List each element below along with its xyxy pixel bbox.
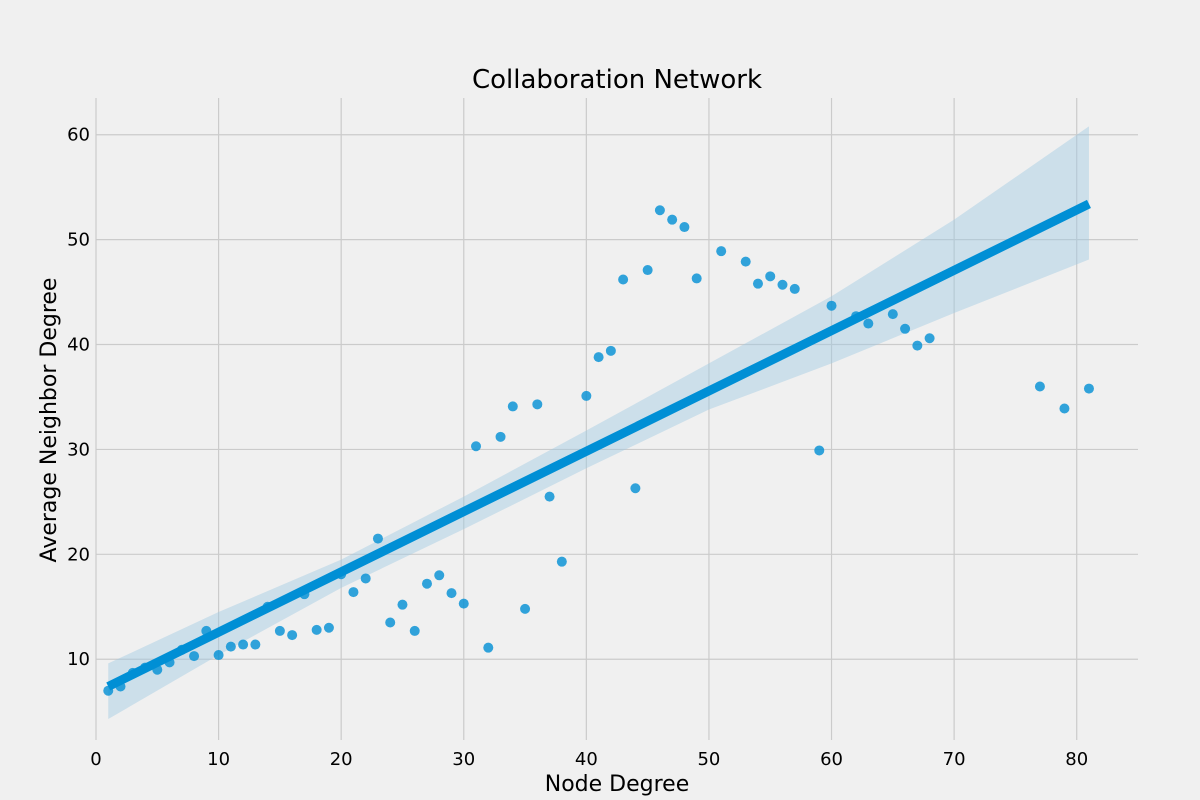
x-tick-label: 10 — [207, 749, 230, 770]
data-point — [691, 273, 702, 284]
data-point — [287, 630, 298, 641]
data-point — [814, 445, 825, 456]
grid — [95, 98, 1138, 740]
y-tick-label: 10 — [67, 649, 90, 670]
data-point — [213, 650, 224, 661]
data-point — [495, 431, 506, 442]
data-point — [556, 556, 567, 567]
x-tick-label: 50 — [697, 749, 720, 770]
data-point — [397, 599, 408, 610]
data-point — [250, 639, 261, 650]
data-point — [544, 491, 555, 502]
data-point — [409, 625, 420, 636]
data-point — [887, 309, 898, 320]
data-point — [630, 483, 641, 494]
data-point — [667, 214, 678, 225]
data-point — [225, 641, 236, 652]
data-point — [348, 587, 359, 598]
data-point — [458, 598, 469, 609]
data-point — [593, 352, 604, 363]
data-point — [520, 603, 531, 614]
data-point — [752, 278, 763, 289]
y-tick-label: 30 — [67, 439, 90, 460]
x-tick-label: 70 — [943, 749, 966, 770]
data-point — [372, 533, 383, 544]
data-point — [532, 399, 543, 410]
data-point — [789, 283, 800, 294]
x-tick-label: 30 — [452, 749, 475, 770]
y-tick-label: 60 — [67, 125, 90, 146]
data-point — [446, 588, 457, 599]
data-point — [740, 256, 751, 267]
x-axis-label: Node Degree — [545, 772, 689, 797]
data-point — [765, 271, 776, 282]
x-tick-label: 60 — [820, 749, 843, 770]
data-point — [900, 323, 911, 334]
data-point — [912, 340, 923, 351]
data-point — [238, 639, 249, 650]
chart-title: Collaboration Network — [472, 65, 762, 95]
data-point — [507, 401, 518, 412]
data-point — [826, 300, 837, 311]
x-tick-label: 40 — [575, 749, 598, 770]
data-point — [654, 205, 665, 216]
data-point — [679, 222, 690, 233]
data-point — [311, 624, 322, 635]
data-point — [471, 441, 482, 452]
data-point — [716, 246, 727, 257]
regression-line-layer — [106, 199, 1091, 691]
data-point — [924, 333, 935, 344]
y-tick-label: 20 — [67, 544, 90, 565]
y-tick-label: 50 — [67, 230, 90, 251]
y-axis-label: Average Neighbor Degree — [37, 278, 62, 563]
x-tick-label: 20 — [330, 749, 353, 770]
x-tick-label: 0 — [90, 749, 101, 770]
points-layer — [103, 205, 1094, 696]
x-tick-label: 80 — [1065, 749, 1088, 770]
data-point — [777, 279, 788, 290]
regression-line — [106, 199, 1091, 691]
data-point — [1083, 383, 1094, 394]
data-point — [483, 642, 494, 653]
data-point — [434, 570, 445, 581]
data-point — [385, 617, 396, 628]
data-point — [1059, 403, 1070, 414]
data-point — [863, 318, 874, 329]
data-point — [323, 622, 334, 633]
data-point — [581, 390, 592, 401]
data-point — [642, 265, 653, 276]
data-point — [618, 274, 629, 285]
data-point — [360, 573, 371, 584]
data-point — [189, 651, 200, 662]
data-point — [605, 345, 616, 356]
data-point — [421, 578, 432, 589]
tick-labels: 0 10 20 30 40 50 60 70 80 10 20 30 40 50 60 — [67, 125, 1088, 770]
data-point — [274, 625, 285, 636]
y-tick-label: 40 — [67, 335, 90, 356]
data-point — [1034, 381, 1045, 392]
